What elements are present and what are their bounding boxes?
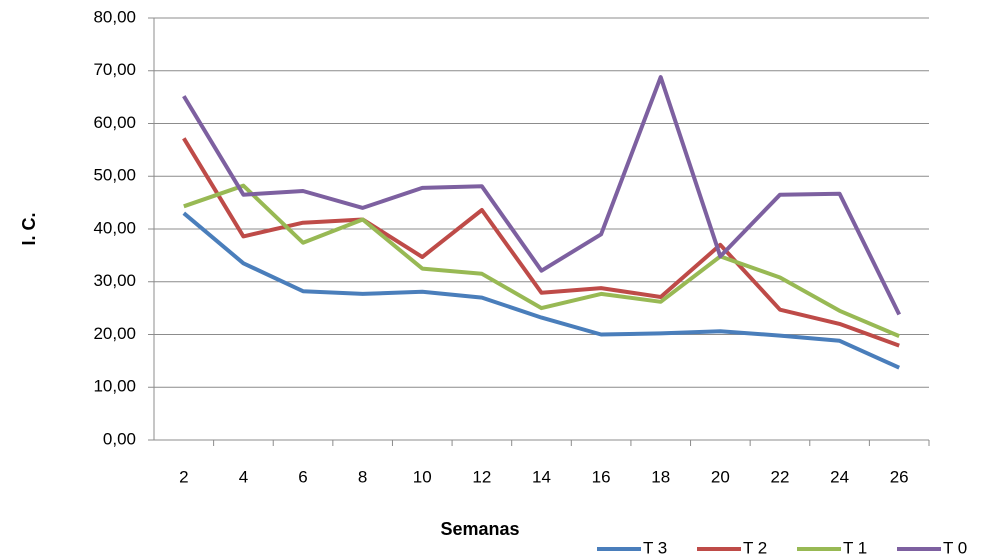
y-tick-label: 30,00 <box>93 271 136 290</box>
legend-label: T 0 <box>943 538 967 557</box>
x-tick-label: 24 <box>830 467 849 486</box>
x-axis-label: Semanas <box>440 519 519 539</box>
series-line <box>182 137 900 348</box>
x-tick-label: 2 <box>179 467 188 486</box>
y-tick-label: 40,00 <box>93 218 136 237</box>
y-tick-label: 50,00 <box>93 166 136 185</box>
x-tick-label: 18 <box>651 467 670 486</box>
x-tick-label: 20 <box>711 467 730 486</box>
legend-label: T 3 <box>643 538 667 557</box>
y-tick-label: 80,00 <box>93 7 136 26</box>
y-tick-label: 20,00 <box>93 324 136 343</box>
x-tick-label: 6 <box>298 467 307 486</box>
series-line <box>182 75 901 316</box>
x-tick-label: 4 <box>239 467 248 486</box>
x-tick-label: 26 <box>890 467 909 486</box>
x-tick-label: 8 <box>358 467 367 486</box>
x-tick-label: 16 <box>592 467 611 486</box>
y-tick-label: 10,00 <box>93 377 136 396</box>
series-line <box>183 183 900 338</box>
y-tick-label: 70,00 <box>93 60 136 79</box>
series-line <box>182 211 901 370</box>
y-axis-label: I. C. <box>19 212 39 245</box>
y-tick-label: 0,00 <box>103 429 136 448</box>
x-tick-label: 14 <box>532 467 551 486</box>
y-tick-label: 60,00 <box>93 113 136 132</box>
x-tick-label: 12 <box>472 467 491 486</box>
legend-label: T 2 <box>743 538 767 557</box>
x-tick-label: 22 <box>771 467 790 486</box>
x-tick-label: 10 <box>413 467 432 486</box>
legend-label: T 1 <box>843 538 867 557</box>
